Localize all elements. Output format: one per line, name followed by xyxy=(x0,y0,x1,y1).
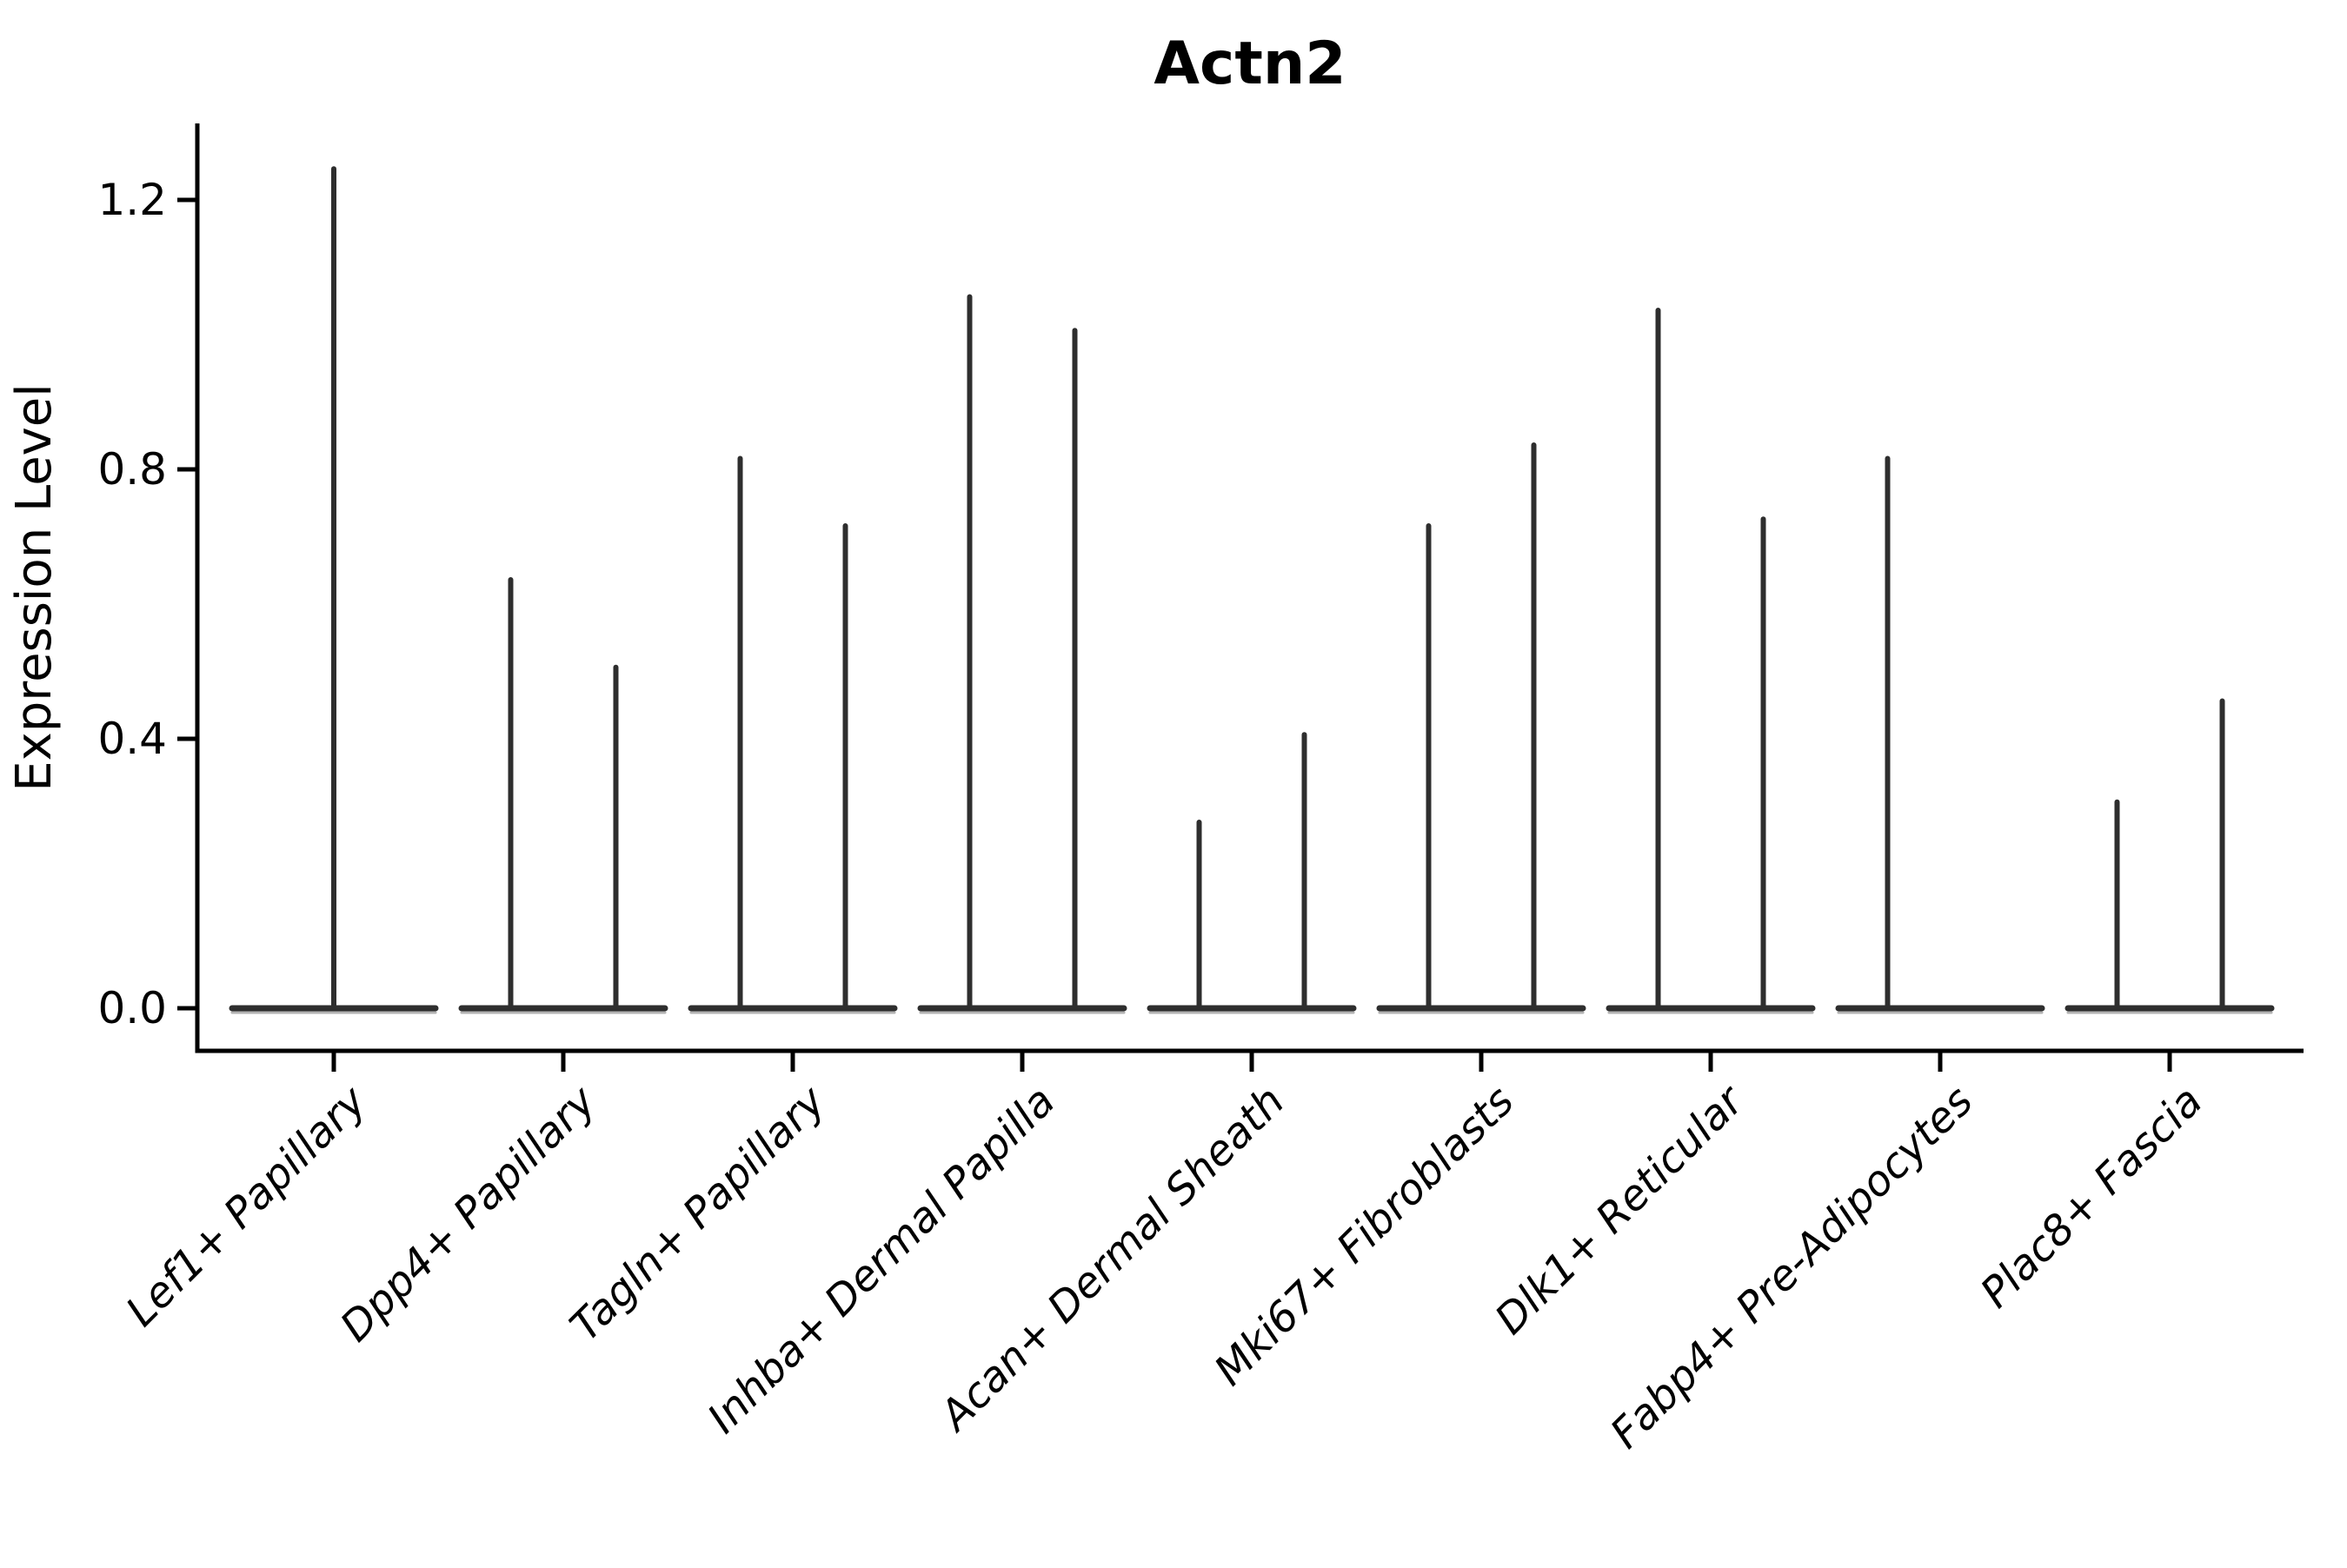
chart-title: Actn2 xyxy=(1154,30,1346,98)
x-tick-label: Dpp4+ Papillary xyxy=(331,1076,606,1351)
x-tick-label: Plac8+ Fascia xyxy=(1971,1077,2212,1318)
y-axis-label: Expression Level xyxy=(6,383,63,792)
x-tick-label: Fabp4+ Pre-Adipocytes xyxy=(1601,1077,1983,1458)
y-tick-label: 0.4 xyxy=(97,714,167,764)
y-tick-label: 1.2 xyxy=(97,175,167,225)
y-tick-label: 0.0 xyxy=(97,983,167,1033)
axes xyxy=(177,123,2304,1072)
x-tick-label: Dlk1+ Reticular xyxy=(1486,1075,1755,1345)
x-tick-label: Tagln+ Papillary xyxy=(561,1076,835,1351)
x-tick-label: Lef1+ Papillary xyxy=(116,1076,376,1336)
y-tick-label: 0.8 xyxy=(97,444,167,495)
y-tick-labels: 0.0 0.4 0.8 1.2 xyxy=(97,175,167,1033)
violins xyxy=(229,166,2275,1014)
